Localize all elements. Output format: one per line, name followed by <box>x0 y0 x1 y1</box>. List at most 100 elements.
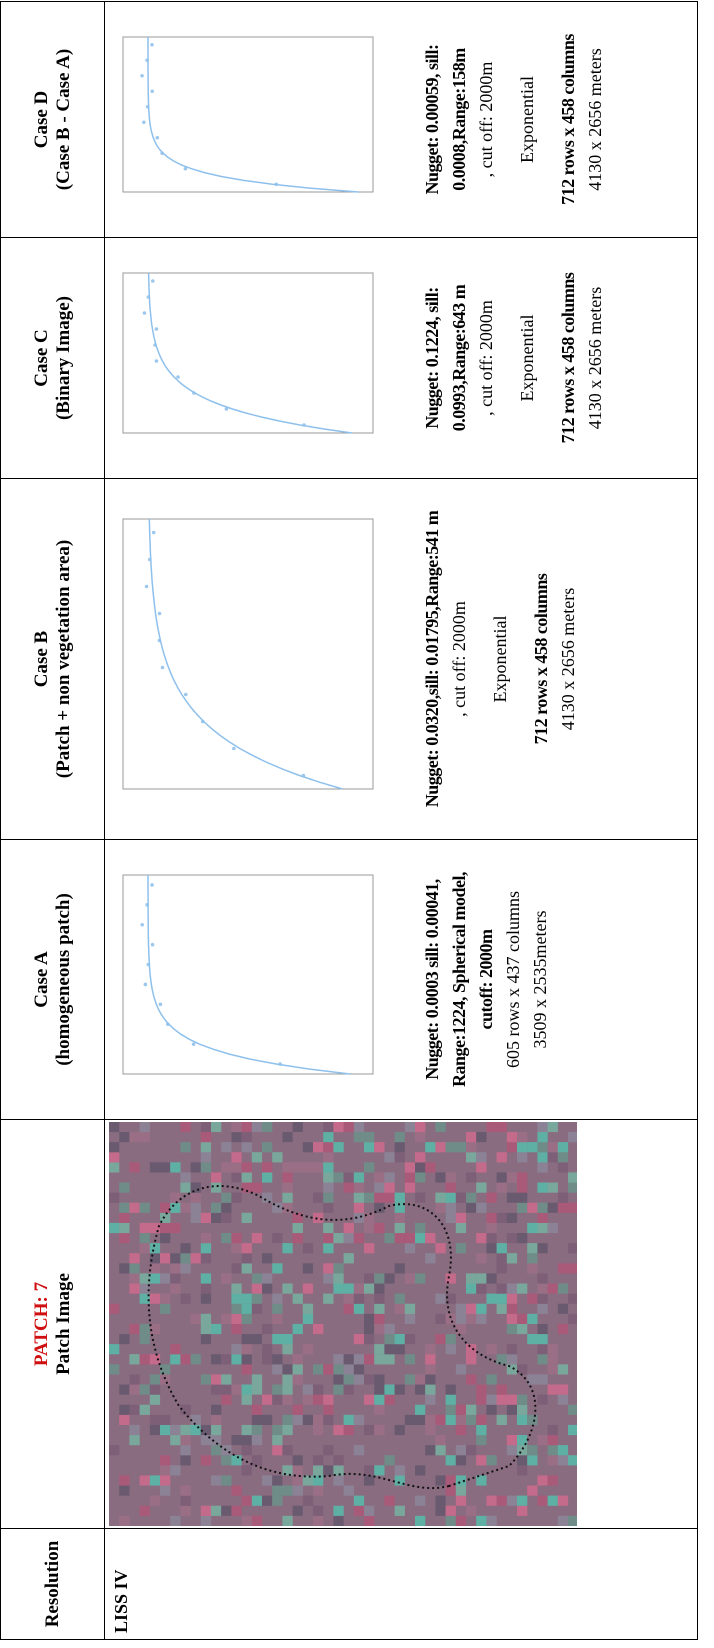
pixel <box>486 1192 497 1203</box>
pixel <box>139 1384 150 1395</box>
pixel <box>262 1192 273 1203</box>
pixel <box>231 1122 242 1133</box>
pixel <box>343 1172 354 1183</box>
pixel <box>139 1233 150 1244</box>
pixel <box>506 1233 518 1244</box>
pixel <box>129 1202 140 1213</box>
pixel <box>374 1172 385 1183</box>
pixel <box>302 1495 314 1506</box>
pixel <box>241 1253 252 1264</box>
pixel <box>221 1233 232 1244</box>
pixel <box>200 1142 212 1153</box>
pixel <box>466 1273 477 1284</box>
pixel <box>333 1233 344 1244</box>
pixel <box>394 1424 405 1436</box>
pixel <box>445 1313 456 1324</box>
pixel <box>537 1283 548 1294</box>
pixel <box>353 1333 365 1345</box>
pixel <box>547 1344 558 1355</box>
pixel <box>353 1354 365 1365</box>
pixel <box>517 1414 528 1425</box>
pixel <box>292 1364 303 1375</box>
pixel <box>272 1434 283 1446</box>
pixel <box>455 1222 467 1234</box>
pixel <box>190 1212 201 1223</box>
pixel <box>568 1293 577 1304</box>
pixel <box>282 1243 293 1254</box>
pixel <box>425 1445 436 1456</box>
pixel <box>415 1122 426 1133</box>
pixel <box>272 1394 283 1405</box>
pixel <box>129 1404 140 1415</box>
pixel <box>139 1283 150 1294</box>
pixel <box>313 1485 324 1496</box>
pixel <box>568 1182 577 1193</box>
pixel <box>200 1515 212 1526</box>
pixel <box>455 1404 467 1415</box>
pixel <box>323 1222 334 1234</box>
pixel <box>180 1404 191 1415</box>
pixel <box>435 1202 446 1213</box>
pixel <box>415 1162 426 1173</box>
pixel <box>292 1404 303 1415</box>
pixel <box>109 1192 120 1203</box>
pixel <box>404 1333 416 1345</box>
pixel <box>445 1414 456 1425</box>
pixel <box>527 1222 538 1234</box>
pixel <box>231 1434 242 1446</box>
pixel <box>517 1142 528 1153</box>
pixel <box>129 1162 140 1173</box>
plot-point <box>160 665 165 670</box>
pixel <box>374 1323 385 1335</box>
pixel <box>323 1192 334 1203</box>
pixel <box>435 1333 446 1345</box>
pixel <box>557 1515 569 1526</box>
pixel <box>302 1162 314 1173</box>
pixel <box>119 1202 130 1213</box>
pixel <box>496 1283 507 1294</box>
pixel <box>180 1293 191 1304</box>
pixel <box>353 1122 365 1133</box>
pixel <box>139 1222 150 1234</box>
pixel <box>180 1172 191 1183</box>
pixel <box>241 1495 252 1506</box>
pixel <box>486 1293 497 1304</box>
pixel <box>384 1333 395 1345</box>
pixel <box>211 1414 222 1425</box>
pixel <box>333 1374 344 1385</box>
pixel <box>180 1445 191 1456</box>
pixel <box>221 1354 232 1365</box>
pixel <box>517 1445 528 1456</box>
pixel <box>262 1162 273 1173</box>
pixel <box>272 1293 283 1304</box>
pixel <box>425 1364 436 1375</box>
pixel <box>476 1434 487 1446</box>
pixel <box>517 1182 528 1193</box>
pixel <box>119 1212 130 1223</box>
pixel <box>466 1303 477 1314</box>
pixel <box>394 1333 405 1345</box>
pixel <box>262 1344 273 1355</box>
pixel <box>557 1394 569 1405</box>
pixel <box>496 1122 507 1133</box>
pixel <box>496 1293 507 1304</box>
pixel <box>537 1344 548 1355</box>
pixel <box>292 1293 303 1304</box>
pixel <box>374 1344 385 1355</box>
pixel <box>160 1273 171 1284</box>
pixel <box>476 1384 487 1395</box>
pixel <box>241 1122 252 1133</box>
pixel <box>211 1354 222 1365</box>
pixel <box>333 1122 344 1133</box>
pixel <box>149 1162 161 1173</box>
pixel <box>170 1344 181 1355</box>
pixel <box>455 1475 467 1486</box>
pixel <box>221 1142 232 1153</box>
pixel <box>343 1182 354 1193</box>
pixel <box>343 1233 354 1244</box>
pixel <box>486 1212 497 1223</box>
pixel <box>517 1495 528 1506</box>
pixel <box>231 1505 242 1516</box>
plot-point <box>150 279 155 283</box>
